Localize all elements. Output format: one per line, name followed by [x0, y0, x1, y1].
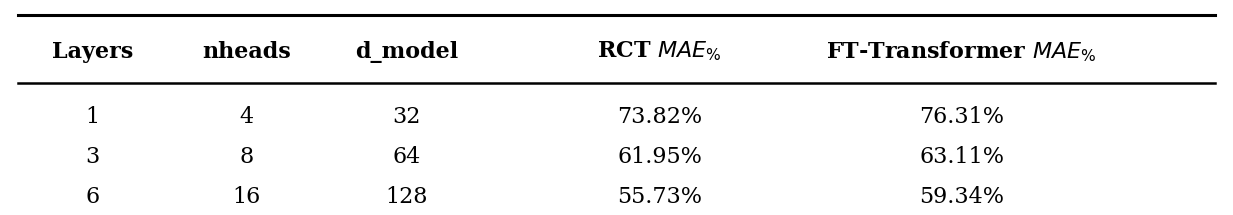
Text: 1: 1: [85, 106, 100, 128]
Text: 55.73%: 55.73%: [618, 186, 702, 208]
Text: 32: 32: [392, 106, 422, 128]
Text: RCT $MAE_{\%}$: RCT $MAE_{\%}$: [597, 40, 723, 63]
Text: 63.11%: 63.11%: [920, 146, 1004, 168]
Text: 59.34%: 59.34%: [920, 186, 1004, 208]
Text: nheads: nheads: [202, 41, 291, 63]
Text: 61.95%: 61.95%: [618, 146, 702, 168]
Text: 8: 8: [239, 146, 254, 168]
Text: 128: 128: [386, 186, 428, 208]
Text: 6: 6: [85, 186, 100, 208]
Text: 16: 16: [233, 186, 260, 208]
Text: 76.31%: 76.31%: [920, 106, 1004, 128]
Text: Layers: Layers: [52, 41, 133, 63]
Text: 73.82%: 73.82%: [616, 106, 703, 128]
Text: 64: 64: [393, 146, 420, 168]
Text: FT-Transformer $MAE_{\%}$: FT-Transformer $MAE_{\%}$: [826, 39, 1097, 64]
Text: 4: 4: [239, 106, 254, 128]
Text: 3: 3: [85, 146, 100, 168]
Text: d_model: d_model: [355, 41, 459, 63]
